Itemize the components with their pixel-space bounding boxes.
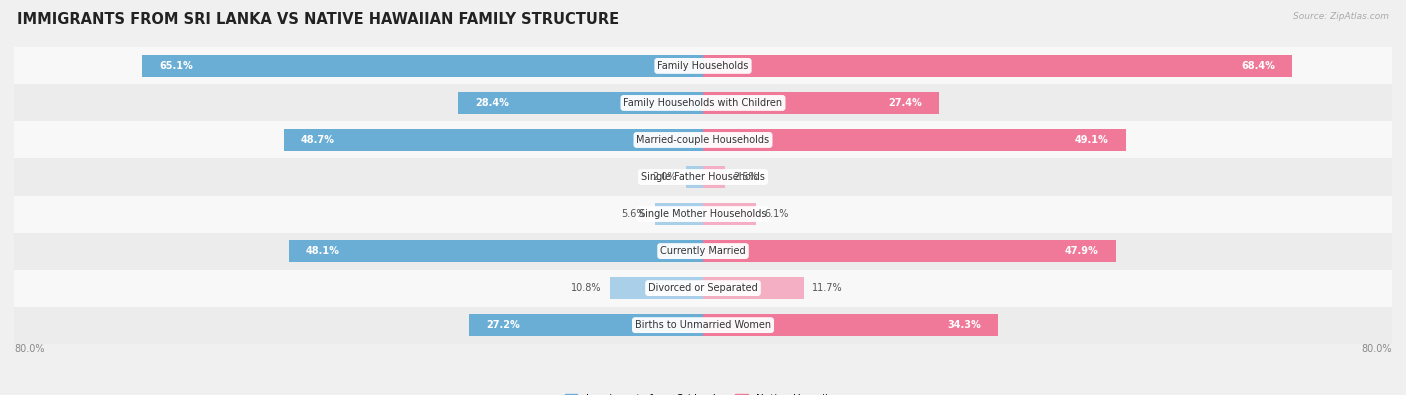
Text: Married-couple Households: Married-couple Households [637,135,769,145]
Text: 5.6%: 5.6% [621,209,647,219]
Text: 27.2%: 27.2% [486,320,520,330]
Text: Source: ZipAtlas.com: Source: ZipAtlas.com [1294,12,1389,21]
Bar [284,129,703,151]
Text: Currently Married: Currently Married [661,246,745,256]
FancyBboxPatch shape [14,121,1392,158]
Text: 65.1%: 65.1% [160,61,194,71]
FancyBboxPatch shape [14,196,1392,233]
Text: IMMIGRANTS FROM SRI LANKA VS NATIVE HAWAIIAN FAMILY STRUCTURE: IMMIGRANTS FROM SRI LANKA VS NATIVE HAWA… [17,12,619,27]
Bar [703,314,998,336]
Text: 34.3%: 34.3% [948,320,981,330]
FancyBboxPatch shape [14,269,1392,307]
Bar [458,92,703,114]
Legend: Immigrants from Sri Lanka, Native Hawaiian: Immigrants from Sri Lanka, Native Hawaii… [565,393,841,395]
Text: 2.0%: 2.0% [652,172,678,182]
Bar [703,277,804,299]
Bar [703,129,1126,151]
Bar [686,166,703,188]
Text: 47.9%: 47.9% [1064,246,1098,256]
Bar [703,166,724,188]
Text: 10.8%: 10.8% [571,283,602,293]
FancyBboxPatch shape [14,47,1392,85]
Text: 6.1%: 6.1% [763,209,789,219]
Text: 68.4%: 68.4% [1241,61,1275,71]
Text: 11.7%: 11.7% [813,283,844,293]
Text: 48.7%: 48.7% [301,135,335,145]
Bar [610,277,703,299]
FancyBboxPatch shape [14,233,1392,269]
FancyBboxPatch shape [14,85,1392,121]
Bar [142,55,703,77]
Bar [468,314,703,336]
Text: Births to Unmarried Women: Births to Unmarried Women [636,320,770,330]
Text: 28.4%: 28.4% [475,98,509,108]
Bar [703,55,1292,77]
Text: 27.4%: 27.4% [889,98,922,108]
Bar [703,203,755,225]
Text: 2.5%: 2.5% [733,172,758,182]
Text: 49.1%: 49.1% [1074,135,1108,145]
Text: Family Households with Children: Family Households with Children [623,98,783,108]
Text: Divorced or Separated: Divorced or Separated [648,283,758,293]
Text: Family Households: Family Households [658,61,748,71]
FancyBboxPatch shape [14,158,1392,196]
Text: Single Father Households: Single Father Households [641,172,765,182]
Bar [655,203,703,225]
Text: 80.0%: 80.0% [14,344,45,354]
Text: 80.0%: 80.0% [1361,344,1392,354]
Text: Single Mother Households: Single Mother Households [640,209,766,219]
Text: 48.1%: 48.1% [307,246,340,256]
Bar [288,240,703,262]
Bar [703,92,939,114]
FancyBboxPatch shape [14,307,1392,344]
Bar [703,240,1115,262]
